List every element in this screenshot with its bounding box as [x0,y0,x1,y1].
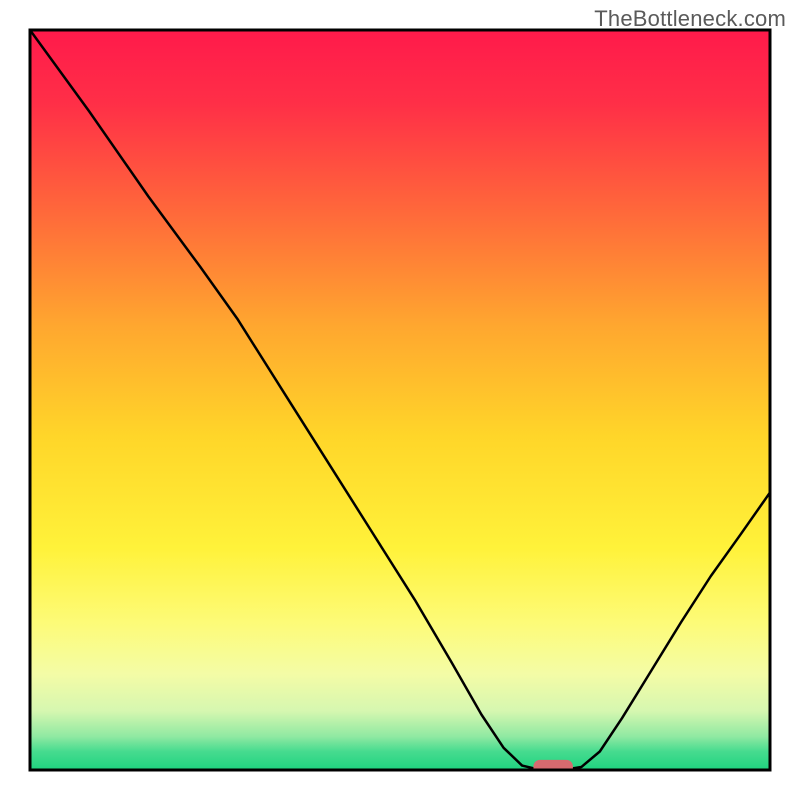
optimal-marker [534,760,572,773]
bottleneck-chart [0,0,800,800]
chart-canvas: TheBottleneck.com [0,0,800,800]
